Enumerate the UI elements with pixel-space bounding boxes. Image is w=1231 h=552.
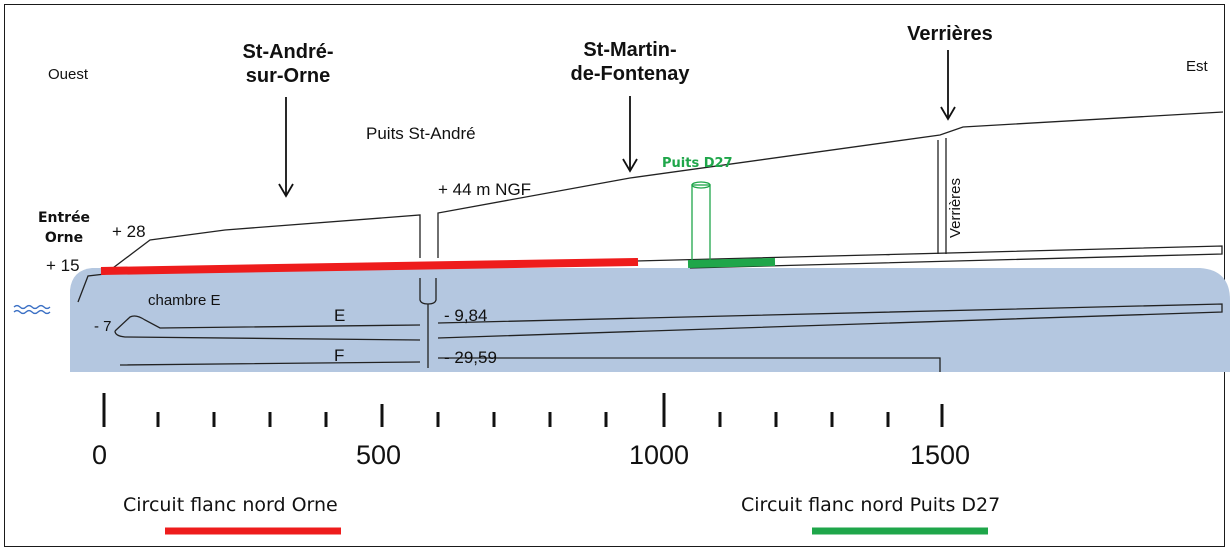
st-andre-shaft-underground [419,278,437,368]
arrow-st-martin [622,96,638,173]
scale-label-0: 0 [92,440,108,470]
town-st-andre: St-André- sur-Orne [233,40,343,88]
entree-orne-line1: Entrée [37,210,91,226]
water-icon [13,304,51,315]
legend-orne-label: Circuit flanc nord Orne [123,494,338,516]
east-label: Est [1186,58,1208,75]
scale-label-500: 500 [356,440,402,470]
scale-label-1000: 1000 [629,440,690,470]
town-st-martin: St-Martin- de-Fontenay [560,38,700,86]
upper-gallery [635,245,1223,269]
elevation-minus7-label: - 7 [94,318,112,335]
town-st-martin-line2: de-Fontenay [570,63,690,85]
arrow-st-andre [278,97,294,198]
west-label: Ouest [48,66,89,83]
scale-label-1500: 1500 [910,440,971,470]
puits-st-andre-label: Puits St-André [366,124,476,143]
scale-bar [102,393,944,427]
surface-profile [77,111,1224,303]
puits-d27-label: Puits D27 [662,156,733,171]
verrieres-shaft-label: Verrières [947,177,964,238]
town-st-andre-line1: St-André- [242,41,334,63]
puits-d27-shaft [691,184,711,262]
diagram-frame [4,4,1225,547]
elevation-28-label: + 28 [112,222,146,241]
circuit-orne-line [100,258,639,275]
town-st-martin-line1: St-Martin- [583,39,677,61]
entree-orne-line2: Orne [44,230,84,246]
level-f-label: F [334,346,345,365]
verrieres-shaft [937,138,947,254]
town-verrieres: Verrières [907,23,993,45]
elevation-15-label: + 15 [46,256,80,275]
depth-e-label: - 9,84 [444,306,488,325]
underground-zone [70,268,1230,372]
entree-orne-label: Entrée Orne [36,208,92,248]
elevation-44-label: + 44 m NGF [438,180,532,199]
level-f-gallery [119,357,941,372]
depth-f-label: - 29,59 [444,348,497,367]
arrow-verrieres [940,50,956,121]
legend-d27-label: Circuit flanc nord Puits D27 [741,494,1001,516]
circuit-d27-line [687,258,776,268]
chambre-e-label: chambre E [148,292,221,309]
town-st-andre-line2: sur-Orne [245,65,331,87]
level-e-gallery [114,303,1223,341]
level-e-label: E [334,306,346,325]
